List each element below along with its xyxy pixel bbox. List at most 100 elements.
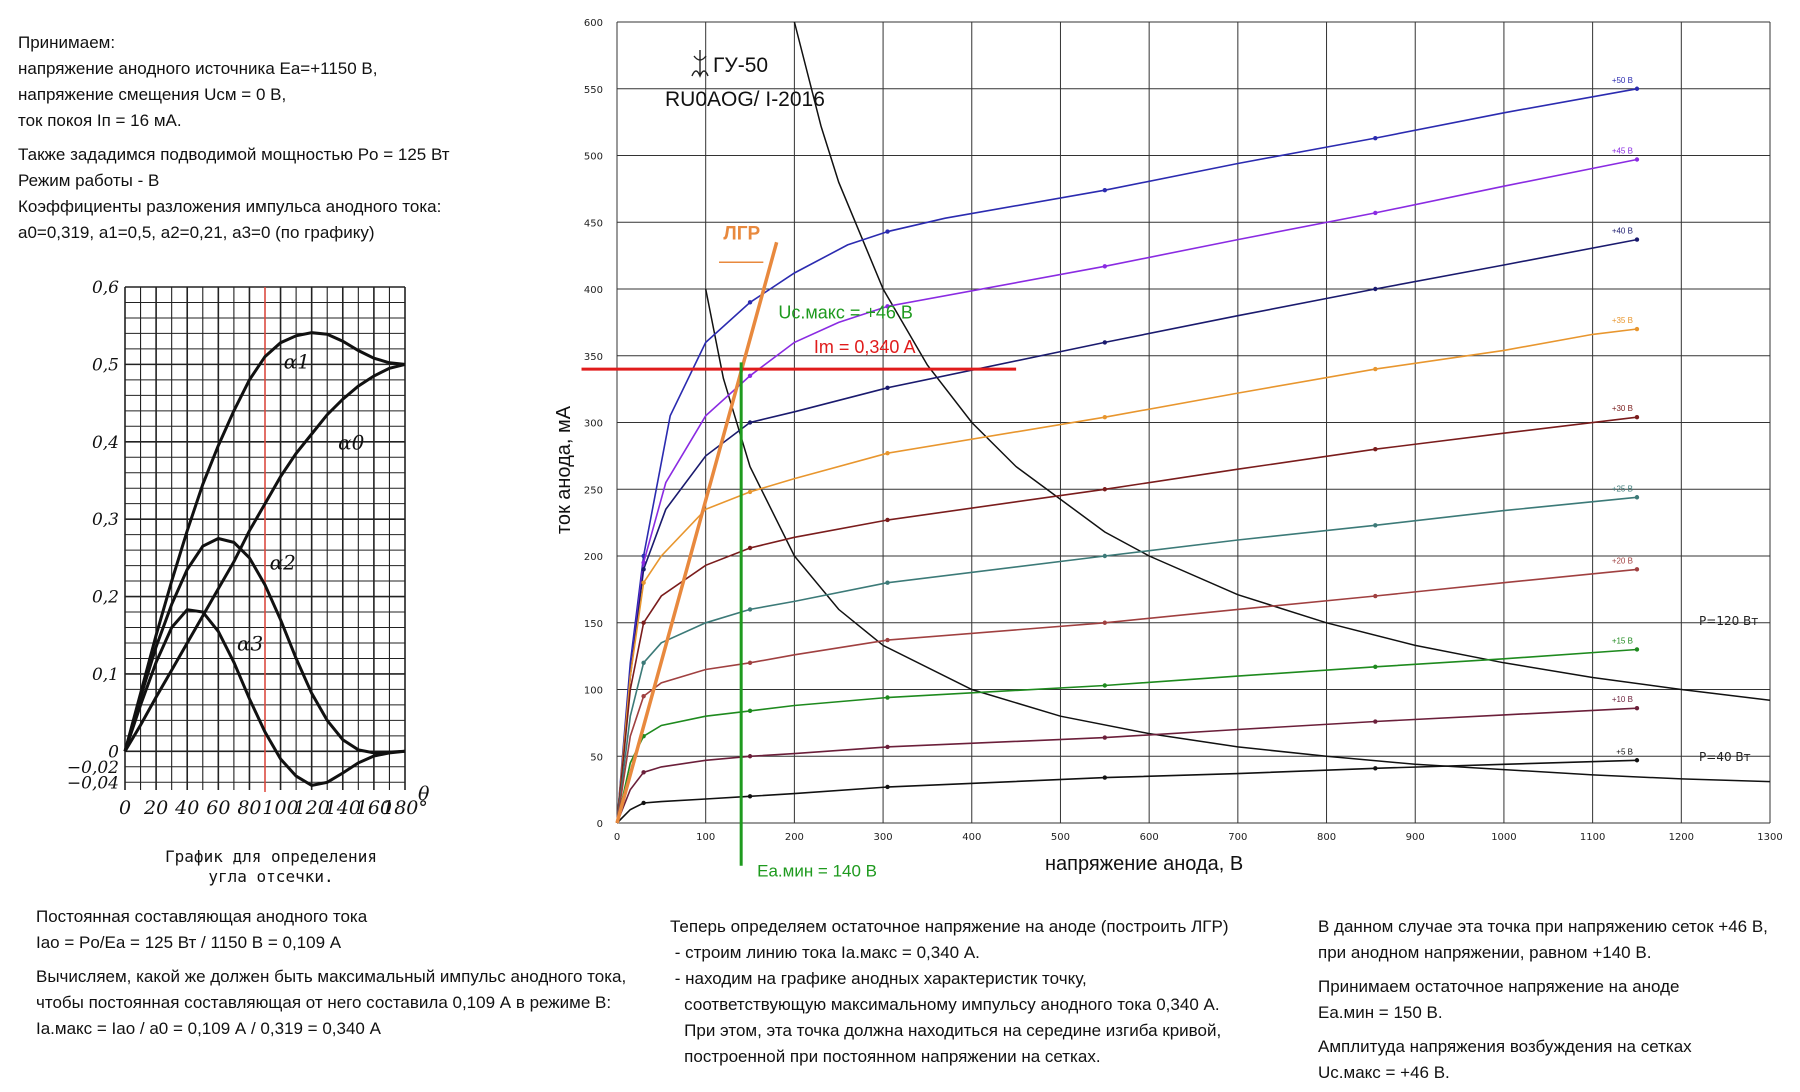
right-x-tick: 500 [1051,832,1070,843]
right-x-tick: 0 [614,832,620,843]
series-point [1373,286,1378,292]
right-grid [616,21,1771,824]
power-curve-line [793,21,1771,701]
series-point [641,660,646,665]
left-x-tick: 180° [382,797,428,819]
text-line: Принимаем: [18,33,116,52]
series-point [1102,188,1108,193]
text-line: Uc.макс = +46 В. [1318,1063,1450,1082]
text-line: В данном случае эта точка при напряжению… [1318,917,1768,936]
right-y-tick: 600 [584,18,603,29]
right-x-tick: 700 [1228,832,1247,843]
text-line: Режим работы - В [18,171,160,190]
right-x-tick: 1100 [1580,832,1605,843]
right-y-tick: 150 [584,619,603,630]
series-line [616,328,1638,824]
series-point [885,304,890,309]
series-label: +10 В [1612,695,1633,704]
series-point [1373,523,1378,528]
series-point [1373,366,1378,372]
series-point [641,560,646,565]
text-line: При этом, эта точка должна находиться на… [670,1021,1222,1040]
series-point [1634,157,1640,162]
text-line: Амплитуда напряжения возбуждения на сетк… [1318,1037,1692,1056]
series-point [1373,210,1378,216]
left-x-tick: 100 [262,797,298,819]
text-line: построенной при постоянном напряжении на… [670,1047,1101,1066]
series-point [1634,86,1640,91]
left-y-tick: 0,5 [92,355,119,375]
left-grid [124,286,406,792]
left-series-line [123,536,406,755]
series-label: +15 В [1612,636,1633,645]
text-line: Принимаем остаточное напряжение на аноде [1318,977,1680,996]
left-y-tick: −0,02 [67,758,119,778]
series-point [885,451,890,456]
series-point [1373,766,1378,771]
left-series-line [123,362,406,753]
text-line: Также зададимся подводимой мощностью Po … [18,145,450,164]
left-y-tick: 0,6 [92,278,119,298]
right-xlabel: напряжение анода, В [1045,853,1243,875]
series-line [616,88,1638,824]
left-title-line-1: График для определения [165,847,377,866]
text-line: Ea.мин = 150 В. [1318,1003,1443,1022]
series-point [1634,567,1640,572]
right-y-tick: 350 [584,352,603,363]
series-point [1373,664,1378,670]
left-y-tick: −0,04 [67,773,119,793]
left-y-tick: 0,4 [92,433,119,453]
series-label: +20 В [1612,556,1633,565]
series-point [747,300,753,305]
series-point [1373,135,1378,141]
right-x-tick: 100 [696,832,715,843]
series-point [747,489,753,495]
right-x-tick: 200 [785,832,804,843]
left-series-label: α3 [237,632,263,656]
series-point [641,770,646,775]
bottom-left-text: Постоянная составляющая анодного тока Iao… [36,904,626,1042]
left-y-tick: 0,3 [92,510,119,530]
left-y-tick: 0,2 [92,588,119,608]
left-x-tick: 160 [356,797,392,819]
text-line: соответствующую максимальному импульсу а… [670,995,1220,1014]
series-point [1102,487,1108,492]
right-x-tick: 400 [962,832,981,843]
series-point [747,545,753,551]
series-point [1373,719,1378,724]
text-line: напряжение смещения Uсм = 0 В, [18,85,287,104]
text-line: - строим линию тока Ia.макс = 0,340 А. [670,943,980,962]
right-y-tick: 100 [584,686,603,697]
series-point [885,229,890,234]
text-line: Постоянная составляющая анодного тока [36,907,368,926]
text-line: Теперь определяем остаточное напряжение … [670,917,1229,936]
left-x-tick: 120 [294,797,330,819]
bottom-right-text: В данном случае эта точка при напряжению… [1318,914,1768,1086]
right-x-tick: 1000 [1491,832,1516,843]
left-series-label: α2 [270,550,296,574]
right-x-tick: 1300 [1757,832,1782,843]
series-point [641,800,646,806]
series-point [641,567,646,572]
series-point [885,385,890,390]
right-y-tick: 250 [584,485,603,496]
left-x-tick: 60 [206,797,230,819]
series-line [616,158,1638,824]
left-title-line-2: угла отсечки. [208,867,333,886]
right-y-tick: 400 [584,285,603,296]
series-point [885,744,890,750]
tube-logo-icon [691,50,709,78]
series-label: +35 В [1612,316,1633,325]
right-tick-labels: 0 100 200 300 400 500 600 700 800 900 1000 1100 1200… [584,18,1783,843]
series-label: +50 В [1612,76,1633,85]
series-point [1634,495,1640,500]
series-point [1634,237,1640,242]
left-series: α1 α0 α2 α3 [123,331,406,787]
right-x-tick: 800 [1317,832,1336,843]
right-ylabel: ток анода, мА [553,405,575,534]
lgr-line [615,241,779,824]
annotations: ЛГР Im = 0,340 A Uc.макс = +46 В Ea.мин = 1… [581,224,1017,880]
right-x-tick: 1200 [1669,832,1694,843]
text-line: Iao = Po/Ea = 125 Вт / 1150 В = 0,109 А [36,933,342,952]
